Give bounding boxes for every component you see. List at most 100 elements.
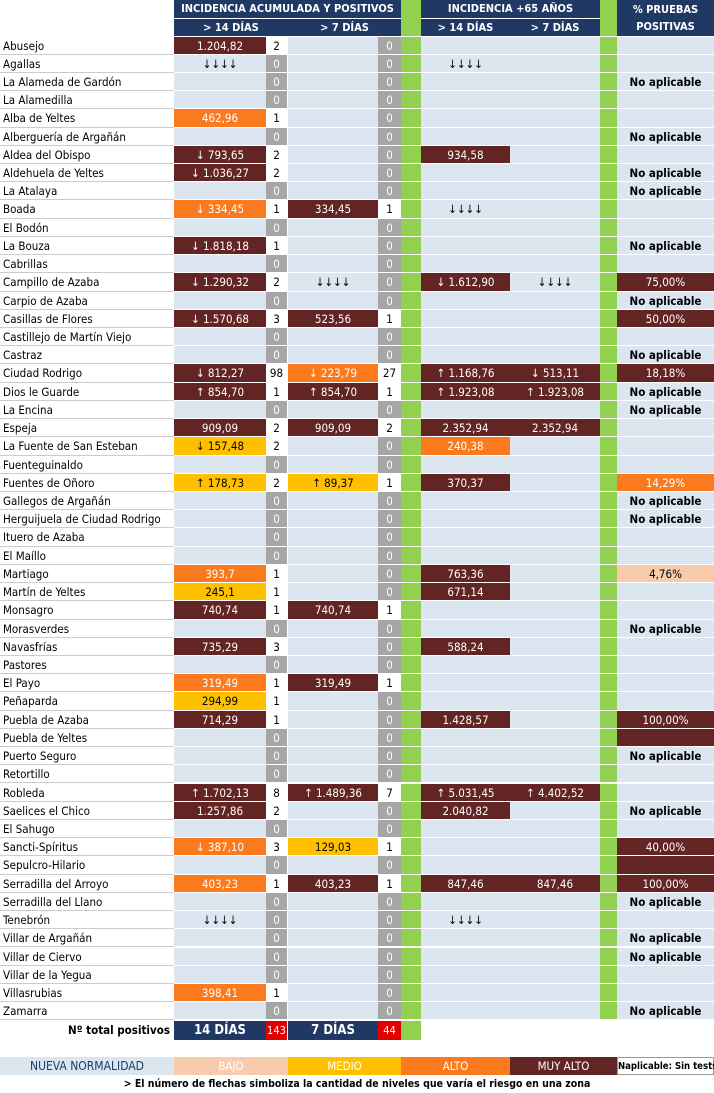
incidence-65-14-days bbox=[421, 765, 510, 784]
positives-7-days: 0 bbox=[378, 455, 401, 474]
table-row: Alberguería de Argañán 0 0 No aplicable bbox=[0, 127, 714, 146]
risk-legend: NUEVA NORMALIDAD BAJO MEDIO ALTO MUY ALT… bbox=[0, 1057, 714, 1075]
positive-tests-percent bbox=[617, 528, 714, 547]
green-separator bbox=[401, 838, 421, 857]
table-row: Zamarra 0 0 No aplicable bbox=[0, 1002, 714, 1021]
municipality-name: Castillejo de Martín Viejo bbox=[0, 328, 174, 347]
incidence-14-days: ↓ 1.570,68 bbox=[174, 309, 266, 328]
positive-tests-percent bbox=[617, 911, 714, 930]
incidence-14-days: ↓↓↓↓ bbox=[174, 54, 266, 73]
positives-14-days: 1 bbox=[266, 874, 287, 893]
incidence-65-14-days bbox=[421, 528, 510, 547]
municipality-name: La Bouza bbox=[0, 236, 174, 256]
green-separator bbox=[401, 346, 421, 365]
incidence-7-days bbox=[288, 236, 378, 256]
green-separator bbox=[600, 419, 617, 438]
positives-7-days: 0 bbox=[378, 437, 401, 456]
incidence-65-7-days bbox=[510, 218, 600, 237]
header-pruebas-line1: % PRUEBAS bbox=[632, 3, 699, 16]
incidence-65-7-days bbox=[510, 619, 600, 638]
green-separator bbox=[401, 1021, 421, 1040]
incidence-7-days: 740,74 bbox=[288, 601, 378, 620]
green-separator bbox=[600, 182, 617, 201]
positive-tests-percent bbox=[617, 856, 714, 875]
positive-tests-percent: No aplicable bbox=[617, 346, 714, 365]
legend-alto: ALTO bbox=[401, 1057, 510, 1075]
table-row: Morasverdes 0 0 No aplicable bbox=[0, 619, 714, 638]
positive-tests-percent: No aplicable bbox=[617, 929, 714, 948]
incidence-14-days: 294,99 bbox=[174, 692, 266, 711]
table-row: Robleda ↑ 1.702,13 8 ↑ 1.489,36 7 ↑ 5.031,45 ↑… bbox=[0, 783, 714, 802]
incidence-65-14-days bbox=[421, 492, 510, 511]
incidence-65-14-days bbox=[421, 91, 510, 110]
municipality-name: Serradilla del Arroyo bbox=[0, 874, 174, 893]
incidence-65-7-days bbox=[510, 54, 600, 73]
incidence-7-days bbox=[288, 583, 378, 602]
positives-14-days: 1 bbox=[266, 236, 287, 256]
positives-14-days: 0 bbox=[266, 929, 287, 948]
table-row: La Fuente de San Esteban ↓ 157,48 2 0 240,38 bbox=[0, 437, 714, 456]
incidence-7-days bbox=[288, 929, 378, 948]
incidence-7-days bbox=[288, 346, 378, 365]
incidence-65-7-days bbox=[510, 710, 600, 729]
incidence-65-7-days bbox=[510, 747, 600, 766]
table-row: Puebla de Yeltes 0 0 bbox=[0, 728, 714, 748]
positives-7-days: 0 bbox=[378, 564, 401, 584]
incidence-14-days: 393,7 bbox=[174, 564, 266, 584]
positives-14-days: 1 bbox=[266, 109, 287, 128]
municipality-name: Espeja bbox=[0, 419, 174, 438]
municipality-name: Alba de Yeltes bbox=[0, 109, 174, 128]
incidence-7-days bbox=[288, 947, 378, 966]
positives-7-days: 1 bbox=[378, 874, 401, 893]
incidence-65-14-days bbox=[421, 747, 510, 766]
incidence-14-days: ↓ 1.036,27 bbox=[174, 164, 266, 183]
positive-tests-percent bbox=[617, 637, 714, 656]
incidence-65-7-days bbox=[510, 91, 600, 110]
green-separator bbox=[600, 765, 617, 784]
incidence-14-days bbox=[174, 856, 266, 875]
incidence-65-14-days: 1.428,57 bbox=[421, 710, 510, 729]
incidence-14-days bbox=[174, 492, 266, 511]
incidence-14-days bbox=[174, 255, 266, 274]
positives-14-days: 0 bbox=[266, 619, 287, 638]
positive-tests-percent: 4,76% bbox=[617, 564, 714, 584]
incidence-7-days bbox=[288, 400, 378, 420]
incidence-7-days bbox=[288, 91, 378, 110]
incidence-14-days bbox=[174, 510, 266, 529]
positives-14-days: 2 bbox=[266, 145, 287, 164]
table-row: Sancti-Spíritus ↓ 387,10 3 129,03 1 40,00% bbox=[0, 838, 714, 857]
incidence-14-days bbox=[174, 819, 266, 839]
incidence-65-14-days bbox=[421, 328, 510, 347]
table-row: Casillas de Flores ↓ 1.570,68 3 523,56 1 50,0… bbox=[0, 309, 714, 328]
green-separator bbox=[600, 710, 617, 729]
positives-14-days: 0 bbox=[266, 291, 287, 310]
green-separator bbox=[600, 164, 617, 183]
totals-row: Nº total positivos 14 DÍAS 143 7 DÍAS 44 bbox=[0, 1021, 714, 1040]
positives-14-days: 98 bbox=[266, 364, 287, 383]
municipality-name: Retortillo bbox=[0, 765, 174, 784]
legend-no-aplicable: Naplicable: Sin tests bbox=[617, 1057, 714, 1075]
positives-7-days: 1 bbox=[378, 674, 401, 693]
positive-tests-percent bbox=[617, 601, 714, 620]
incidence-14-days: 740,74 bbox=[174, 601, 266, 620]
table-row: La Alameda de Gardón 0 0 No aplicable bbox=[0, 72, 714, 92]
incidence-65-7-days: 847,46 bbox=[510, 874, 600, 893]
green-separator bbox=[401, 583, 421, 602]
green-separator bbox=[401, 364, 421, 383]
green-separator bbox=[600, 583, 617, 602]
positives-14-days: 0 bbox=[266, 346, 287, 365]
incidence-7-days bbox=[288, 255, 378, 274]
incidence-65-14-days bbox=[421, 36, 510, 55]
municipality-name: La Atalaya bbox=[0, 182, 174, 201]
positives-7-days: 7 bbox=[378, 783, 401, 802]
positives-14-days: 1 bbox=[266, 710, 287, 729]
totals-14-count: 143 bbox=[266, 1021, 287, 1040]
green-separator bbox=[600, 747, 617, 766]
incidence-7-days bbox=[288, 528, 378, 547]
positives-7-days: 0 bbox=[378, 983, 401, 1003]
green-separator bbox=[600, 72, 617, 92]
totals-7-count: 44 bbox=[378, 1021, 401, 1040]
green-separator bbox=[600, 291, 617, 310]
incidence-65-14-days bbox=[421, 856, 510, 875]
incidence-65-7-days bbox=[510, 819, 600, 839]
